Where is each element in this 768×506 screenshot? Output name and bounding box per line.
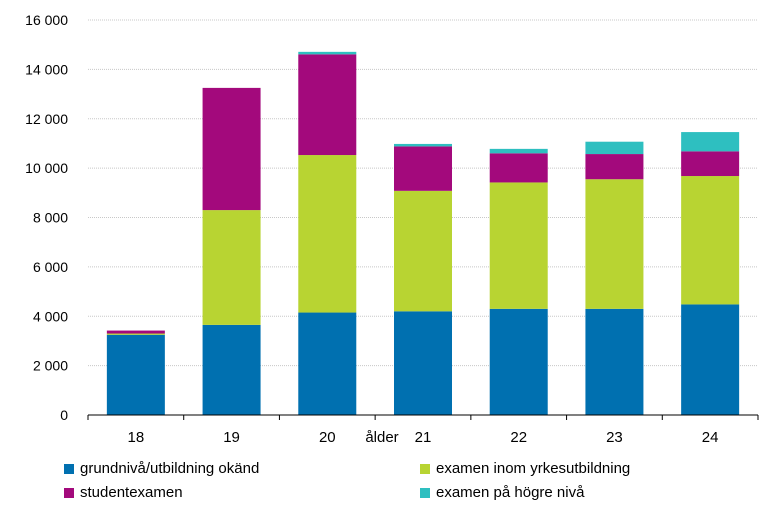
x-tick-label: 24 (702, 429, 719, 446)
bar-segment (585, 154, 644, 180)
bar-segment (298, 155, 357, 313)
bar-segment (106, 333, 165, 335)
y-tick-label: 4 000 (33, 308, 68, 324)
bar-segment (394, 143, 452, 147)
x-tick-label: 22 (510, 429, 527, 446)
bar-segment (489, 153, 548, 183)
y-tick-label: 6 000 (33, 259, 68, 275)
x-axis: 18 19 20 21 22 23 24 (87, 415, 759, 446)
x-tick-label: 18 (128, 429, 145, 446)
bar-segment (202, 210, 261, 325)
y-tick-label: 2 000 (33, 358, 68, 374)
bar-segment (202, 324, 261, 415)
y-tick-label: 16 000 (25, 12, 68, 28)
x-tick-label: 23 (606, 429, 623, 446)
x-axis-title: ålder (365, 429, 398, 446)
bar-segment (585, 141, 644, 155)
bars (106, 51, 740, 415)
bar-segment (394, 146, 452, 191)
bar-segment (298, 51, 357, 55)
x-tick-label: 19 (223, 429, 240, 446)
bar-segment (585, 308, 644, 415)
bar-segment (585, 179, 644, 309)
x-tick-label: 21 (415, 429, 432, 446)
bar-segment (394, 190, 452, 312)
bar-segment (298, 312, 357, 415)
bar-segment (298, 54, 357, 156)
bar-segment (681, 151, 740, 177)
y-tick-label: 14 000 (25, 61, 68, 77)
bar-segment (202, 87, 261, 211)
y-tick-label: 0 (60, 407, 68, 423)
bar-segment (681, 304, 740, 415)
y-tick-label: 10 000 (25, 160, 68, 176)
bar-segment (489, 148, 548, 154)
y-tick-label: 12 000 (25, 111, 68, 127)
x-tick-label: 20 (319, 429, 336, 446)
bar-segment (394, 311, 452, 415)
bar-segment (106, 330, 165, 334)
bar-segment (681, 132, 740, 152)
y-tick-label: 8 000 (33, 210, 68, 226)
bar-segment (489, 182, 548, 309)
bar-segment (106, 334, 165, 415)
bar-segment (489, 308, 548, 415)
y-axis: 0 2 000 4 000 6 000 8 000 10 000 12 000 14 000 1… (25, 12, 68, 423)
bar-segment (681, 176, 740, 305)
